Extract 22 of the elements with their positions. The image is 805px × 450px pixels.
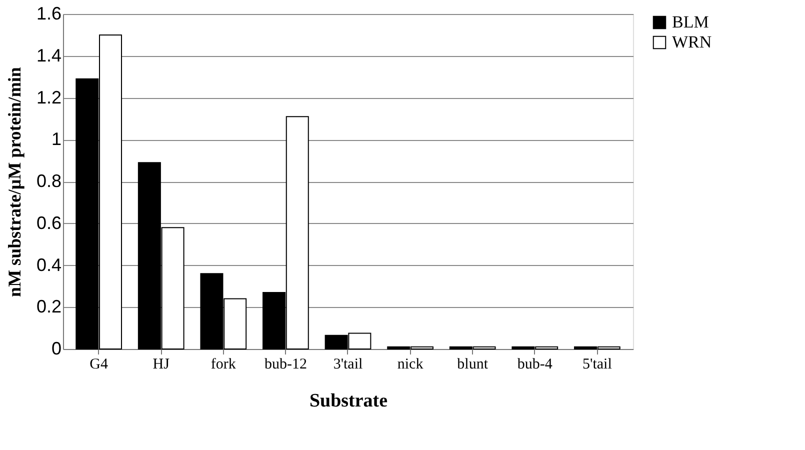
- x-tick-label: fork: [210, 356, 236, 372]
- y-tick-label: 1.4: [36, 45, 62, 66]
- x-tick-label: blunt: [457, 356, 489, 372]
- x-tick-label: G4: [90, 356, 108, 372]
- y-tick-label: 0.4: [36, 254, 62, 275]
- legend-label: WRN: [672, 32, 712, 52]
- y-tick-label: 0: [51, 338, 62, 358]
- y-axis-title: nM substrate/μM protein/min: [4, 67, 24, 297]
- x-tick-label: 3'tail: [333, 356, 363, 372]
- y-tick-label: 1.2: [36, 87, 62, 108]
- x-axis-title: Substrate: [309, 390, 388, 412]
- y-tick-label: 0.2: [36, 296, 62, 317]
- x-tick-label: nick: [397, 356, 424, 372]
- x-tick-label: bub-4: [517, 356, 553, 372]
- x-tick-label: 5'tail: [582, 356, 612, 372]
- x-tick-label: HJ: [152, 356, 170, 372]
- y-tick-label: 0.8: [36, 171, 62, 191]
- y-tick-label: 0.6: [36, 212, 62, 233]
- y-tick-label: 1: [51, 129, 62, 150]
- legend-label: BLM: [672, 12, 709, 32]
- x-tick-label: bub-12: [264, 356, 307, 372]
- y-tick-label: 1.6: [36, 4, 62, 24]
